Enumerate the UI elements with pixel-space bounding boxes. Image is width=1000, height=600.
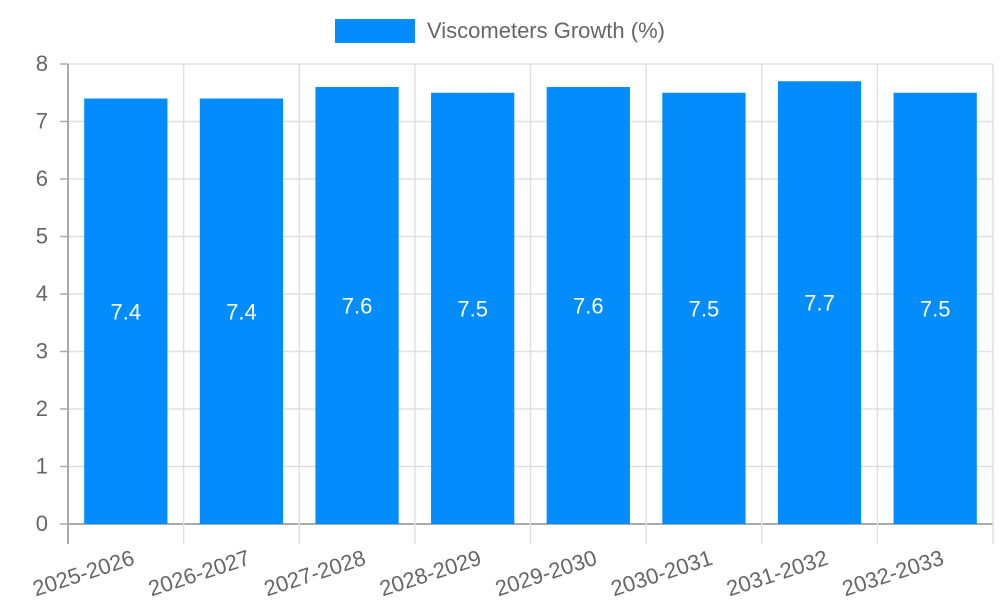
y-tick-label: 4 [36, 281, 48, 306]
bar-value-label: 7.4 [226, 299, 257, 324]
x-tick-label: 2031-2032 [723, 545, 831, 600]
bar[interactable] [662, 92, 746, 524]
y-tick-label: 0 [36, 511, 48, 536]
bar[interactable] [199, 98, 284, 525]
y-tick-label: 5 [36, 224, 48, 249]
x-tick-label: 2027-2028 [261, 545, 369, 600]
y-tick-label: 6 [36, 166, 48, 191]
x-tick-label: 2032-2033 [839, 545, 947, 600]
bar-value-label: 7.6 [342, 294, 373, 319]
x-tick-label: 2030-2031 [608, 545, 716, 600]
y-tick-label: 3 [36, 339, 48, 364]
bar[interactable] [431, 92, 515, 524]
legend-label: Viscometers Growth (%) [427, 18, 665, 43]
y-tick-label: 2 [36, 396, 48, 421]
legend-swatch[interactable] [335, 19, 415, 43]
bar[interactable] [893, 92, 977, 524]
bar[interactable] [84, 98, 168, 525]
x-tick-label: 2025-2026 [30, 545, 138, 600]
x-tick-label: 2028-2029 [376, 545, 484, 600]
y-tick-label: 1 [36, 454, 48, 479]
x-tick-label: 2026-2027 [145, 545, 253, 600]
bar-value-label: 7.6 [573, 294, 604, 319]
bar-value-label: 7.7 [804, 291, 835, 316]
bar-value-label: 7.5 [457, 296, 488, 321]
bar-value-label: 7.4 [111, 299, 142, 324]
chart-legend: Viscometers Growth (%) [0, 18, 1000, 44]
y-tick-label: 7 [36, 109, 48, 134]
bar[interactable] [546, 87, 630, 524]
bar-value-label: 7.5 [689, 296, 720, 321]
bar[interactable] [315, 87, 399, 524]
x-tick-label: 2029-2030 [492, 545, 600, 600]
bar[interactable] [777, 81, 862, 524]
y-tick-label: 8 [36, 51, 48, 76]
bar-value-label: 7.5 [920, 296, 951, 321]
